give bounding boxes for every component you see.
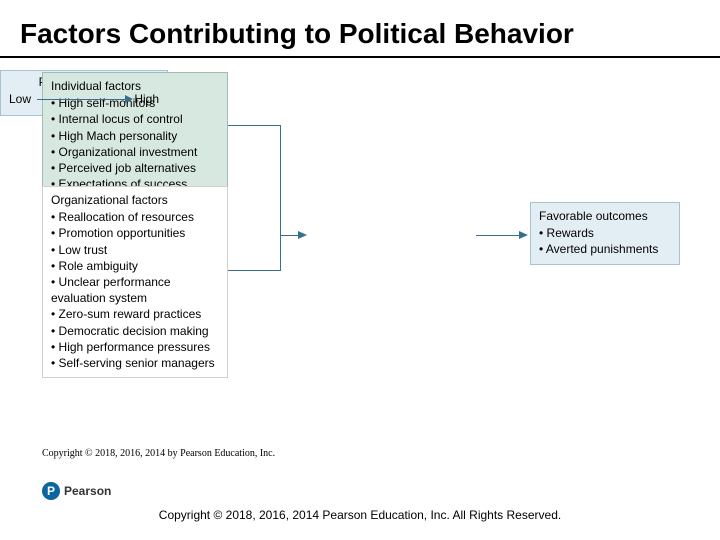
- scale-low-label: Low: [9, 92, 31, 106]
- list-item: High performance pressures: [51, 339, 219, 355]
- arrow-individual: [228, 125, 280, 126]
- footer-copyright: Copyright © 2018, 2016, 2014 Pearson Edu…: [0, 508, 720, 522]
- outcomes-box: Favorable outcomes Rewards Averted punis…: [530, 202, 680, 265]
- list-item: Averted punishments: [539, 241, 671, 257]
- list-item: Role ambiguity: [51, 258, 219, 274]
- list-item: Organizational investment: [51, 144, 219, 160]
- pearson-badge-icon: P: [42, 482, 60, 500]
- list-item: Zero-sum reward practices: [51, 306, 219, 322]
- arrow-organizational: [280, 235, 281, 271]
- outcomes-list: Rewards Averted punishments: [539, 225, 671, 257]
- list-item: Low trust: [51, 242, 219, 258]
- list-item: Unclear performance evaluation system: [51, 274, 219, 306]
- list-item: Perceived job alternatives: [51, 160, 219, 176]
- organizational-factors-box: Organizational factors Reallocation of r…: [42, 186, 228, 378]
- arrowhead-icon: [298, 231, 307, 239]
- copyright-small: Copyright © 2018, 2016, 2014 by Pearson …: [42, 448, 275, 459]
- organizational-heading: Organizational factors: [51, 192, 219, 208]
- pearson-logo: P Pearson: [42, 482, 111, 500]
- arrowhead-icon: [519, 231, 528, 239]
- list-item: High Mach personality: [51, 128, 219, 144]
- list-item: Democratic decision making: [51, 323, 219, 339]
- list-item: Internal locus of control: [51, 111, 219, 127]
- list-item: Promotion opportunities: [51, 225, 219, 241]
- individual-list: High self-monitors Internal locus of con…: [51, 95, 219, 192]
- pearson-text: Pearson: [64, 484, 111, 498]
- diagram-area: Individual factors High self-monitors In…: [0, 70, 720, 440]
- arrow-organizational: [228, 270, 280, 271]
- arrow-outcomes: [476, 235, 521, 236]
- list-item: Reallocation of resources: [51, 209, 219, 225]
- arrowhead-icon: [125, 95, 133, 103]
- page-title: Factors Contributing to Political Behavi…: [0, 0, 720, 58]
- arrow-merge: [280, 235, 300, 236]
- scale-line: [37, 99, 127, 100]
- list-item: Rewards: [539, 225, 671, 241]
- arrow-individual: [280, 125, 281, 235]
- list-item: Self-serving senior managers: [51, 355, 219, 371]
- outcomes-heading: Favorable outcomes: [539, 208, 671, 224]
- political-scale: Low High: [9, 91, 159, 107]
- organizational-list: Reallocation of resources Promotion oppo…: [51, 209, 219, 371]
- scale-high-label: High: [134, 92, 159, 106]
